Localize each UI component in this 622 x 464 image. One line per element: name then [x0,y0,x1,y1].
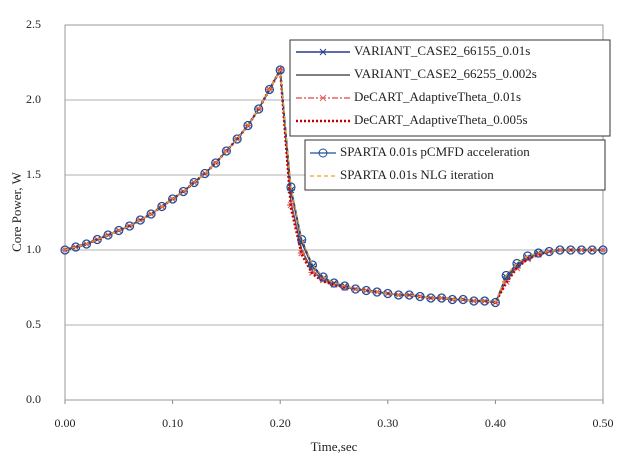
legend-marker [319,94,327,102]
data-line [64,67,603,304]
marker [372,287,382,297]
marker [523,251,533,261]
x-tick-label: 0.00 [55,416,76,430]
plot-border [64,24,604,401]
marker [114,225,124,236]
marker [415,291,425,302]
marker [297,234,307,245]
marker [178,186,188,197]
marker [350,284,361,294]
x-tick-label: 0.50 [593,416,614,430]
marker [533,248,544,258]
marker [275,65,285,75]
y-tick-label: 1.0 [26,242,41,256]
legend-label: DeCART_AdaptiveTheta_0.005s [354,112,528,127]
y-tick-label: 0.0 [26,392,41,406]
y-tick-label: 1.5 [26,167,41,181]
x-axis-label: Time,sec [311,439,358,454]
legend-label: SPARTA 0.01s NLG iteration [340,167,494,182]
legend-box [289,39,611,137]
marker [318,272,328,282]
legend-box [304,139,606,191]
marker [60,245,70,255]
x-tick-label: 0.30 [377,416,398,430]
marker [286,182,296,192]
marker [243,120,253,131]
legend-label: SPARTA 0.01s pCMFD acceleration [340,144,530,159]
marker [329,278,339,288]
y-tick-label: 2.0 [26,92,41,106]
marker [307,260,318,270]
marker [501,270,511,281]
x-tick-label: 0.20 [270,416,291,430]
marker [393,290,404,300]
marker [340,281,350,291]
marker [254,104,264,114]
x-tick-label: 0.10 [162,416,183,430]
marker [189,177,199,188]
marker [264,84,275,95]
marker [555,245,565,255]
series [64,67,603,304]
x-tick-label: 0.40 [485,416,506,430]
marker [211,158,221,168]
marker [135,215,145,225]
marker [200,168,210,179]
y-tick-label: 2.5 [26,17,41,31]
y-axis-label: Core Power, W [9,171,24,251]
marker [146,209,156,219]
marker [81,239,92,249]
marker [232,134,242,144]
legend-label: DeCART_AdaptiveTheta_0.01s [354,89,521,104]
legend-marker [318,148,328,158]
marker [490,297,500,308]
marker [157,201,167,212]
legend-marker [319,48,327,56]
marker [92,234,102,245]
y-tick-label: 0.5 [26,317,41,331]
legend-label: VARIANT_CASE2_66155_0.01s [354,43,530,58]
marker [168,194,178,204]
marker [71,242,81,252]
marker [221,146,231,156]
marker [512,258,522,269]
marker [124,221,135,231]
legend-label: VARIANT_CASE2_66255_0.002s [354,66,537,81]
marker [103,230,113,240]
marker [598,245,608,255]
marker [576,245,587,255]
